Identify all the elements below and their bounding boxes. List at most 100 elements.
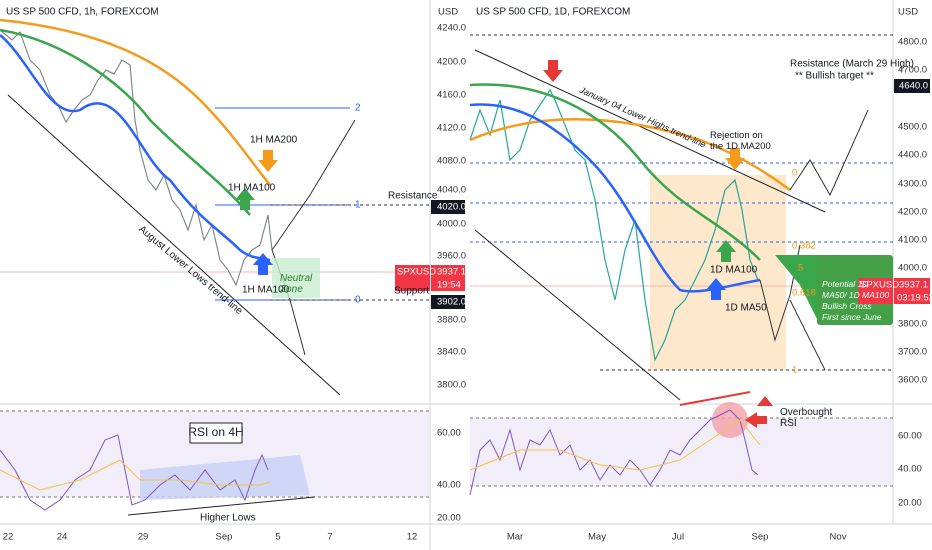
y-tick-label: 3800.0	[898, 319, 927, 330]
badge	[431, 200, 465, 214]
rsi-box-label	[189, 422, 243, 444]
y-tick-label: 4700.0	[898, 65, 927, 76]
x-tick-label: Nov	[830, 532, 847, 543]
rsi-ma	[469, 419, 761, 471]
fib-box	[650, 175, 786, 370]
trendline	[474, 49, 826, 213]
trendline	[474, 229, 681, 401]
badge-text: SPXUSD	[397, 267, 436, 278]
highlight	[712, 402, 748, 438]
annotation: Overbought RSI	[780, 407, 832, 429]
y-tick-label: 3600.0	[898, 375, 927, 386]
badge	[894, 278, 930, 304]
rsi	[469, 409, 759, 496]
y-tick-label: 3840.0	[437, 347, 466, 358]
rsi-tick-label: 20.00	[437, 513, 461, 524]
rsi-tick-label: 60.00	[898, 431, 922, 442]
right-chart	[469, 34, 893, 496]
arrow	[706, 278, 726, 300]
projection	[789, 299, 826, 371]
arrow	[253, 253, 273, 275]
x-tick-label: 7	[327, 532, 332, 543]
x-tick-label: Jul	[672, 532, 684, 543]
y-tick-label: 3960.0	[437, 251, 466, 262]
arrow	[258, 150, 278, 172]
annotation: 1D MA100	[710, 265, 758, 276]
annotation: 1H MA100	[228, 183, 276, 194]
annotation: Resistance (March 29 High)	[790, 59, 914, 70]
badge-text: 3937.1	[899, 280, 928, 291]
projection	[789, 109, 869, 197]
rsi-ma	[0, 459, 271, 491]
arrow	[235, 188, 255, 210]
y-tick-label: 4000.0	[437, 219, 466, 230]
arrow	[725, 148, 745, 170]
arrow	[757, 396, 773, 406]
annotation: 1H MA100	[242, 285, 290, 296]
fib-label: 1	[792, 365, 797, 376]
badge	[431, 295, 465, 309]
ma100	[469, 83, 761, 261]
rsi-tick-label: 60.00	[437, 428, 461, 439]
y-tick-label: 4300.0	[898, 179, 927, 190]
annotation: 1H MA200	[250, 135, 298, 146]
badge-text: 3902.0	[437, 297, 466, 308]
y-tick-label: 4800.0	[898, 37, 927, 48]
callout-pointer	[775, 255, 825, 325]
left-chart	[0, 18, 430, 516]
fib-label: 0.382	[792, 241, 816, 252]
title: US SP 500 CFD, 1h, FOREXCOM	[6, 7, 159, 18]
annotation: Higher Lows	[200, 513, 256, 524]
rsi-tick-label: 20.00	[898, 498, 922, 509]
y-tick-label: 4500.0	[898, 122, 927, 133]
badge-text: 3937.1	[437, 267, 466, 278]
x-tick-label: May	[588, 532, 606, 543]
arrow	[745, 412, 767, 428]
rsi	[0, 434, 269, 511]
arrow	[543, 60, 563, 82]
x-tick-label: 29	[138, 532, 149, 543]
higher-lows-line	[127, 496, 316, 516]
y-tick-label: 3700.0	[898, 347, 927, 358]
y-tick-label: 4200.0	[437, 57, 466, 68]
y-tick-label: 3880.0	[437, 315, 466, 326]
badge-text: 03:19:53	[897, 293, 932, 304]
fib-label: 0	[792, 168, 797, 179]
badge-text: 4640.0	[899, 81, 928, 92]
rsi-tick-label: 40.00	[437, 480, 461, 491]
badge	[894, 79, 930, 93]
y-tick-label: 4000.0	[898, 263, 927, 274]
x-tick-label: 5	[275, 532, 280, 543]
x-tick-label: 12	[407, 532, 418, 543]
ma50	[0, 34, 271, 262]
rsi-tick-label: 40.00	[898, 464, 922, 475]
axis-unit: USD	[438, 7, 458, 18]
ma200	[0, 18, 271, 186]
badge-text: SPXUSD	[860, 280, 899, 291]
callout	[817, 255, 893, 325]
y-tick-label: 4400.0	[898, 150, 927, 161]
annotation: Resistance	[388, 191, 438, 202]
fib-label: 5	[798, 263, 803, 274]
y-tick-label: 3800.0	[437, 380, 466, 391]
axis-unit: USD	[898, 7, 918, 18]
x-tick-label: 24	[57, 532, 68, 543]
y-tick-label: 4240.0	[437, 23, 466, 34]
trendline	[7, 94, 341, 396]
badge-text: 4020.0	[437, 202, 466, 213]
y-tick-label: 4120.0	[437, 123, 466, 134]
fib-label: 1	[355, 200, 361, 211]
price	[469, 88, 759, 362]
y-tick-label: 4080.0	[437, 156, 466, 167]
badge	[395, 265, 430, 291]
x-tick-label: Sep	[216, 532, 233, 543]
badge	[431, 265, 465, 291]
fib-label: 0	[355, 295, 361, 306]
annotation: ** Bullish target **	[795, 71, 874, 82]
arrow	[716, 240, 736, 262]
y-tick-label: 4160.0	[437, 90, 466, 101]
callout-text: Potential 1D MA50/ 1D MA100 Bullish Cross F…	[822, 279, 889, 333]
ma100	[0, 28, 251, 216]
x-tick-label: 22	[3, 532, 14, 543]
rsi-box	[140, 455, 310, 500]
